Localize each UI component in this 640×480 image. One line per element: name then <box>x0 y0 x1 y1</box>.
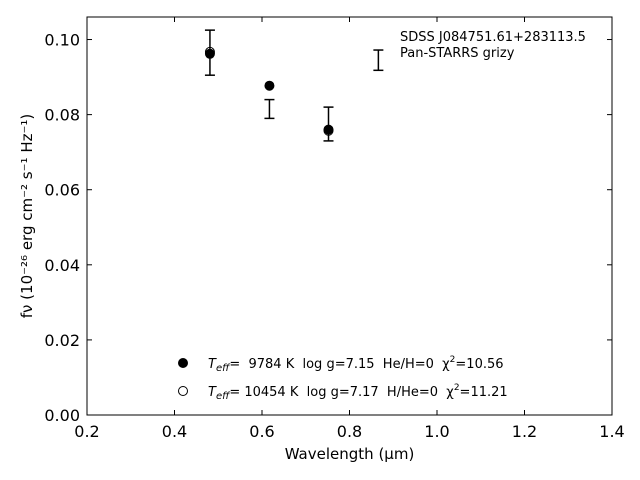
model-point-filled <box>204 48 215 59</box>
x-axis-title-text: Wavelength (μm) <box>285 445 415 463</box>
legend-marker-filled <box>178 358 188 368</box>
data-points <box>204 46 334 136</box>
legend-marker-open <box>178 386 188 396</box>
y-tick-label: 0.06 <box>44 181 80 200</box>
axis-ticks: 0.2 0.4 0.6 0.8 1.0 1.2 1.4 0.00 0.02 0.04 0.06 0.0… <box>44 17 625 441</box>
legend-entry-1-sup: 2 <box>450 355 456 365</box>
legend-entry-1-sub: eff <box>216 363 231 374</box>
y-tick-label: 0.10 <box>44 31 80 50</box>
errorbar <box>264 98 275 120</box>
model-point-filled <box>323 124 334 135</box>
legend-entry-2-pre: T <box>208 385 217 400</box>
errorbar <box>373 49 384 72</box>
y-tick-label: 0.02 <box>44 331 80 350</box>
x-tick-label: 1.4 <box>599 422 624 441</box>
x-tick-label: 1.0 <box>424 422 449 441</box>
legend-entry-2-sup: 2 <box>454 383 460 393</box>
x-tick-label: 0.8 <box>337 422 362 441</box>
x-tick-label: 0.4 <box>162 422 187 441</box>
legend-entry-2-sub: eff <box>216 391 231 402</box>
model-point-filled <box>264 80 275 91</box>
annotation-line-2: Pan-STARRS grizy <box>400 46 515 61</box>
annotation-line-1: SDSS J084751.61+283113.5 <box>400 30 586 45</box>
x-tick-label: 0.2 <box>74 422 99 441</box>
plot-area <box>86 16 613 416</box>
legend-entry-1-pre: T <box>208 357 217 372</box>
y-tick-label: 0.00 <box>44 406 80 425</box>
y-tick-label: 0.04 <box>44 256 80 275</box>
x-axis-title: Wavelength (μm) <box>285 445 415 463</box>
x-tick-label: 0.6 <box>249 422 274 441</box>
legend-entry-2-mid: = 10454 K log g=7.17 H/He=0 χ <box>229 385 454 400</box>
y-tick-label: 0.08 <box>44 106 80 125</box>
legend: Teff= 9784 K log g=7.15 He/H=0 χ2=10.56 … <box>178 355 508 402</box>
y-axis-title-text: fν (10⁻²⁶ erg cm⁻² s⁻¹ Hz⁻¹) <box>18 114 36 319</box>
legend-entry-1: Teff= 9784 K log g=7.15 He/H=0 χ2=10.56 <box>208 355 504 374</box>
legend-entry-2-post: =11.21 <box>460 385 508 400</box>
legend-entry-1-mid: = 9784 K log g=7.15 He/H=0 χ <box>229 357 450 372</box>
legend-entry-1-post: =10.56 <box>455 357 503 372</box>
legend-entry-2: Teff= 10454 K log g=7.17 H/He=0 χ2=11.21 <box>208 383 508 402</box>
y-axis-title: fν (10⁻²⁶ erg cm⁻² s⁻¹ Hz⁻¹) <box>18 114 36 319</box>
x-tick-label: 1.2 <box>512 422 537 441</box>
